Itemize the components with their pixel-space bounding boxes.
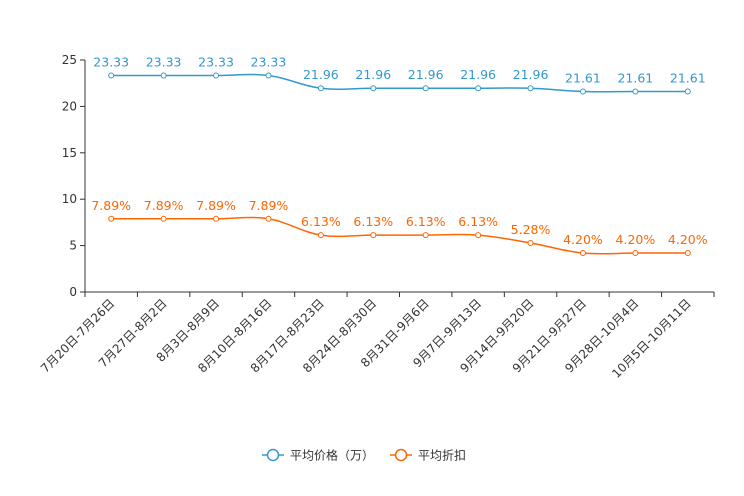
- data-label-s0-7: 21.96: [460, 67, 496, 82]
- data-label-s0-0: 23.33: [93, 54, 129, 69]
- data-point-s0-9[interactable]: [579, 88, 586, 95]
- data-label-s0-4: 21.96: [303, 67, 339, 82]
- data-point-s1-8[interactable]: [527, 240, 534, 247]
- data-label-s0-3: 23.33: [251, 54, 287, 69]
- data-point-s0-0[interactable]: [108, 72, 115, 79]
- data-point-s1-4[interactable]: [317, 232, 324, 239]
- data-label-s1-11: 4.20%: [668, 232, 708, 247]
- data-point-s1-1[interactable]: [160, 215, 167, 222]
- data-label-s1-9: 4.20%: [563, 232, 603, 247]
- data-point-s1-6[interactable]: [422, 232, 429, 239]
- y-tick-label: 5: [69, 239, 77, 253]
- data-point-s0-11[interactable]: [684, 88, 691, 95]
- data-point-s0-7[interactable]: [475, 85, 482, 92]
- data-point-s1-3[interactable]: [265, 215, 272, 222]
- data-label-s1-0: 7.89%: [91, 198, 131, 213]
- data-point-s0-4[interactable]: [317, 85, 324, 92]
- data-point-s1-9[interactable]: [579, 250, 586, 257]
- y-tick-label: 15: [62, 146, 77, 160]
- data-point-s1-11[interactable]: [684, 250, 691, 257]
- data-label-s1-4: 6.13%: [301, 214, 341, 229]
- data-label-s0-10: 21.61: [617, 70, 653, 85]
- data-label-s1-6: 6.13%: [406, 214, 446, 229]
- data-label-s0-1: 23.33: [146, 54, 182, 69]
- data-label-s1-3: 7.89%: [249, 198, 289, 213]
- data-point-s0-1[interactable]: [160, 72, 167, 79]
- data-point-s1-2[interactable]: [213, 215, 220, 222]
- legend-label: 平均折扣: [418, 448, 466, 463]
- data-point-s0-2[interactable]: [213, 72, 220, 79]
- data-point-s1-0[interactable]: [108, 215, 115, 222]
- data-label-s0-6: 21.96: [408, 67, 444, 82]
- legend-item-1[interactable]: 平均折扣: [390, 448, 466, 463]
- data-label-s1-8: 5.28%: [511, 222, 551, 237]
- legend[interactable]: 平均价格（万） 平均折扣: [262, 448, 466, 463]
- y-tick-label: 25: [62, 53, 77, 67]
- data-label-s0-5: 21.96: [355, 67, 391, 82]
- data-point-s0-5[interactable]: [370, 85, 377, 92]
- series-line-0: [111, 73, 688, 93]
- y-tick-label: 0: [69, 285, 77, 299]
- data-point-s1-7[interactable]: [475, 232, 482, 239]
- data-label-s0-11: 21.61: [670, 70, 706, 85]
- data-point-s1-10[interactable]: [632, 250, 639, 257]
- legend-marker-icon: [394, 448, 408, 462]
- data-label-s1-5: 6.13%: [353, 214, 393, 229]
- series-layer: [108, 72, 691, 257]
- data-label-s1-2: 7.89%: [196, 198, 236, 213]
- series-line-1: [111, 216, 688, 255]
- data-label-s0-2: 23.33: [198, 54, 234, 69]
- data-label-s0-9: 21.61: [565, 70, 601, 85]
- y-tick-label: 10: [62, 192, 77, 206]
- data-label-s1-7: 6.13%: [458, 214, 498, 229]
- data-labels: 23.33 23.33 23.33 23.33 21.96 21.96 21.96 21.96…: [91, 54, 707, 247]
- y-tick-label: 20: [62, 99, 77, 113]
- data-point-s1-5[interactable]: [370, 232, 377, 239]
- data-point-s0-3[interactable]: [265, 72, 272, 79]
- data-label-s1-10: 4.20%: [616, 232, 656, 247]
- data-point-s0-10[interactable]: [632, 88, 639, 95]
- legend-label: 平均价格（万）: [290, 448, 374, 463]
- data-label-s0-8: 21.96: [513, 67, 549, 82]
- data-point-s0-8[interactable]: [527, 85, 534, 92]
- legend-marker-icon: [266, 448, 280, 462]
- data-point-s0-6[interactable]: [422, 85, 429, 92]
- data-label-s1-1: 7.89%: [144, 198, 184, 213]
- legend-item-0[interactable]: 平均价格（万）: [262, 448, 374, 463]
